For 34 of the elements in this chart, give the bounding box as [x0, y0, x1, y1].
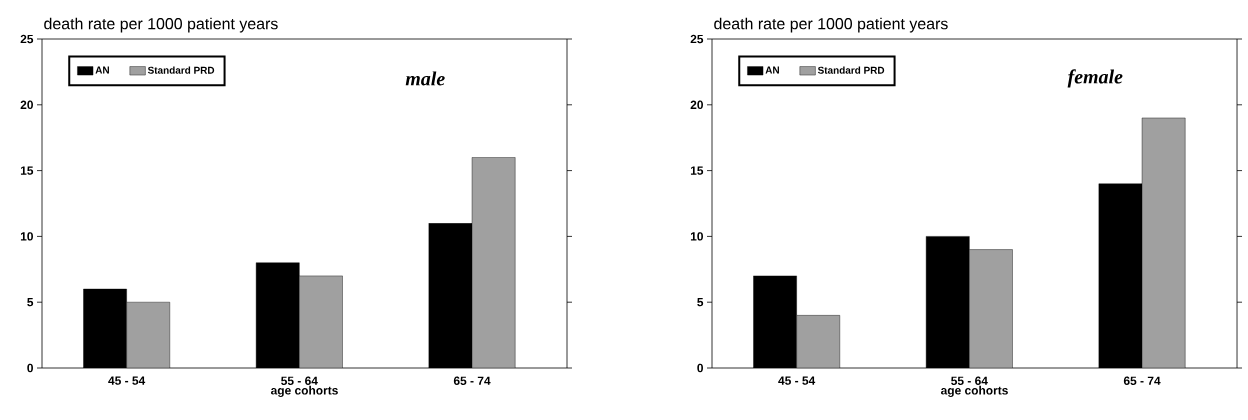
bar	[299, 275, 343, 368]
x-tick-label: 65 - 74	[453, 376, 491, 385]
legend-label: AN	[765, 66, 779, 74]
legend-label: Standard PRD	[817, 66, 885, 74]
y-tick-label: 10	[20, 232, 33, 241]
bar	[796, 315, 841, 368]
x-axis-title: age cohorts	[270, 385, 338, 398]
y-tick-label: 15	[20, 166, 34, 175]
y-tick-label: 5	[697, 298, 704, 307]
chart-title: death rate per 1000 patient years	[714, 17, 948, 33]
x-axis-title: age cohorts	[940, 385, 1008, 398]
bar	[1141, 117, 1186, 368]
y-tick-label: 25	[690, 34, 704, 44]
annotation: female	[1067, 69, 1123, 88]
y-tick-label: 0	[697, 363, 703, 373]
y-tick-label: 10	[690, 232, 703, 241]
x-tick-label: 55 - 64	[281, 376, 318, 385]
bar	[471, 157, 516, 368]
x-tick-label: 45 - 54	[778, 376, 816, 385]
bar	[969, 249, 1013, 368]
legend-label: Standard PRD	[147, 66, 215, 74]
chart-title: death rate per 1000 patient years	[44, 17, 278, 33]
x-tick-label: 55 - 64	[951, 376, 988, 385]
x-tick-label: 45 - 54	[108, 376, 146, 385]
y-tick-label: 0	[27, 363, 33, 373]
annotation: male	[405, 71, 445, 86]
y-tick-label: 25	[20, 34, 34, 44]
y-tick-label: 15	[690, 166, 704, 175]
y-tick-label: 5	[27, 298, 34, 307]
legend-label: AN	[95, 66, 109, 74]
y-tick-label: 20	[20, 100, 33, 110]
x-tick-label: 65 - 74	[1123, 376, 1161, 385]
bar	[126, 302, 170, 368]
y-tick-label: 20	[690, 100, 703, 110]
